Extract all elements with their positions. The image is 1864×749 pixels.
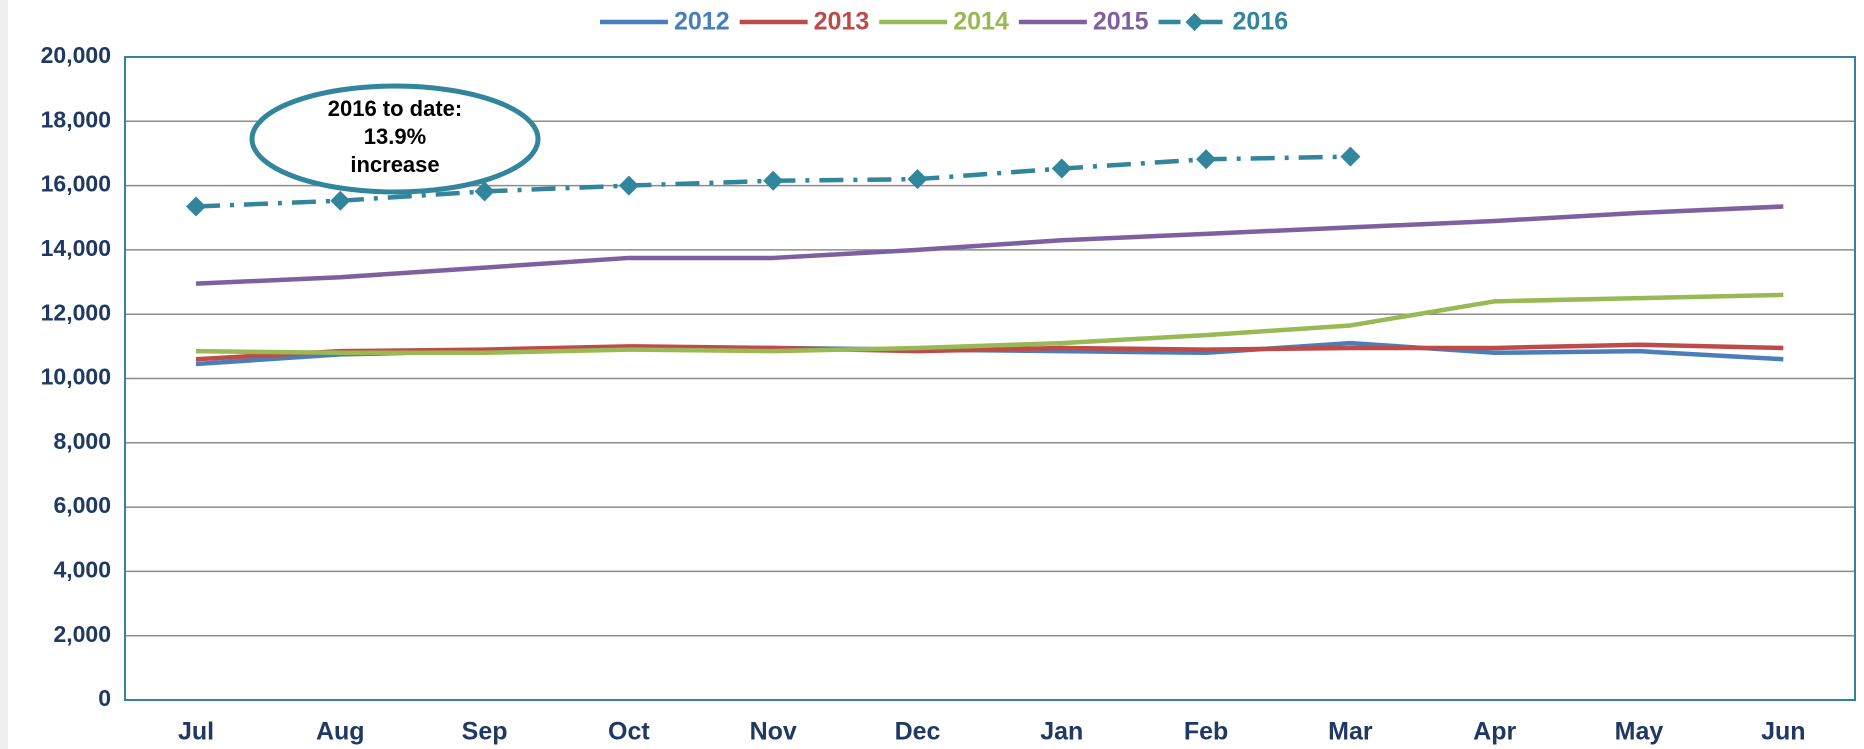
data-point [1051,158,1072,179]
side-strip [0,0,8,749]
plot-border [124,56,1856,701]
y-tick-label: 0 [98,685,111,711]
x-tick-label: Mar [1328,718,1373,746]
x-tick-label: Apr [1473,718,1516,746]
x-tick-label: May [1615,718,1664,746]
x-tick-label: Nov [750,718,797,746]
data-point [763,170,784,191]
x-tick-label: Jan [1040,718,1083,746]
y-tick-label: 6,000 [53,492,111,518]
legend-label: 2015 [1093,8,1149,36]
y-tick-label: 14,000 [41,235,111,261]
series-line [195,292,1784,356]
x-tick-label: Feb [1184,718,1228,746]
x-tick-label: Aug [316,718,365,746]
legend-label: 2013 [814,8,870,36]
x-tick-label: Jul [178,718,214,746]
legend-label: 2016 [1233,8,1289,36]
y-tick-label: 16,000 [41,171,111,197]
data-point [186,196,206,217]
legend-label: 2014 [953,8,1009,36]
x-tick-label: Jun [1761,718,1805,746]
legend-label: 2012 [674,8,730,36]
y-tick-label: 12,000 [41,299,111,325]
data-point [474,181,495,202]
annotation-text: 13.9% [364,124,426,149]
x-tick-label: Dec [895,718,941,746]
data-point [907,169,928,190]
data-point [330,190,351,211]
annotation-text: increase [350,152,439,177]
annotation-ellipse [249,83,541,195]
series-line [195,204,1784,286]
data-point [1340,146,1361,167]
y-tick-label: 20,000 [41,42,111,68]
data-point [618,175,639,196]
y-tick-label: 2,000 [53,621,111,647]
y-tick-label: 4,000 [53,556,111,582]
y-tick-label: 18,000 [41,106,111,132]
x-tick-label: Oct [608,718,650,746]
y-tick-label: 8,000 [53,428,111,454]
y-tick-label: 10,000 [41,364,111,390]
annotation-text: 2016 to date: [328,96,463,121]
x-tick-label: Sep [462,718,508,746]
data-point [1196,149,1217,170]
legend-marker [1185,13,1204,31]
series-line [195,342,1784,362]
